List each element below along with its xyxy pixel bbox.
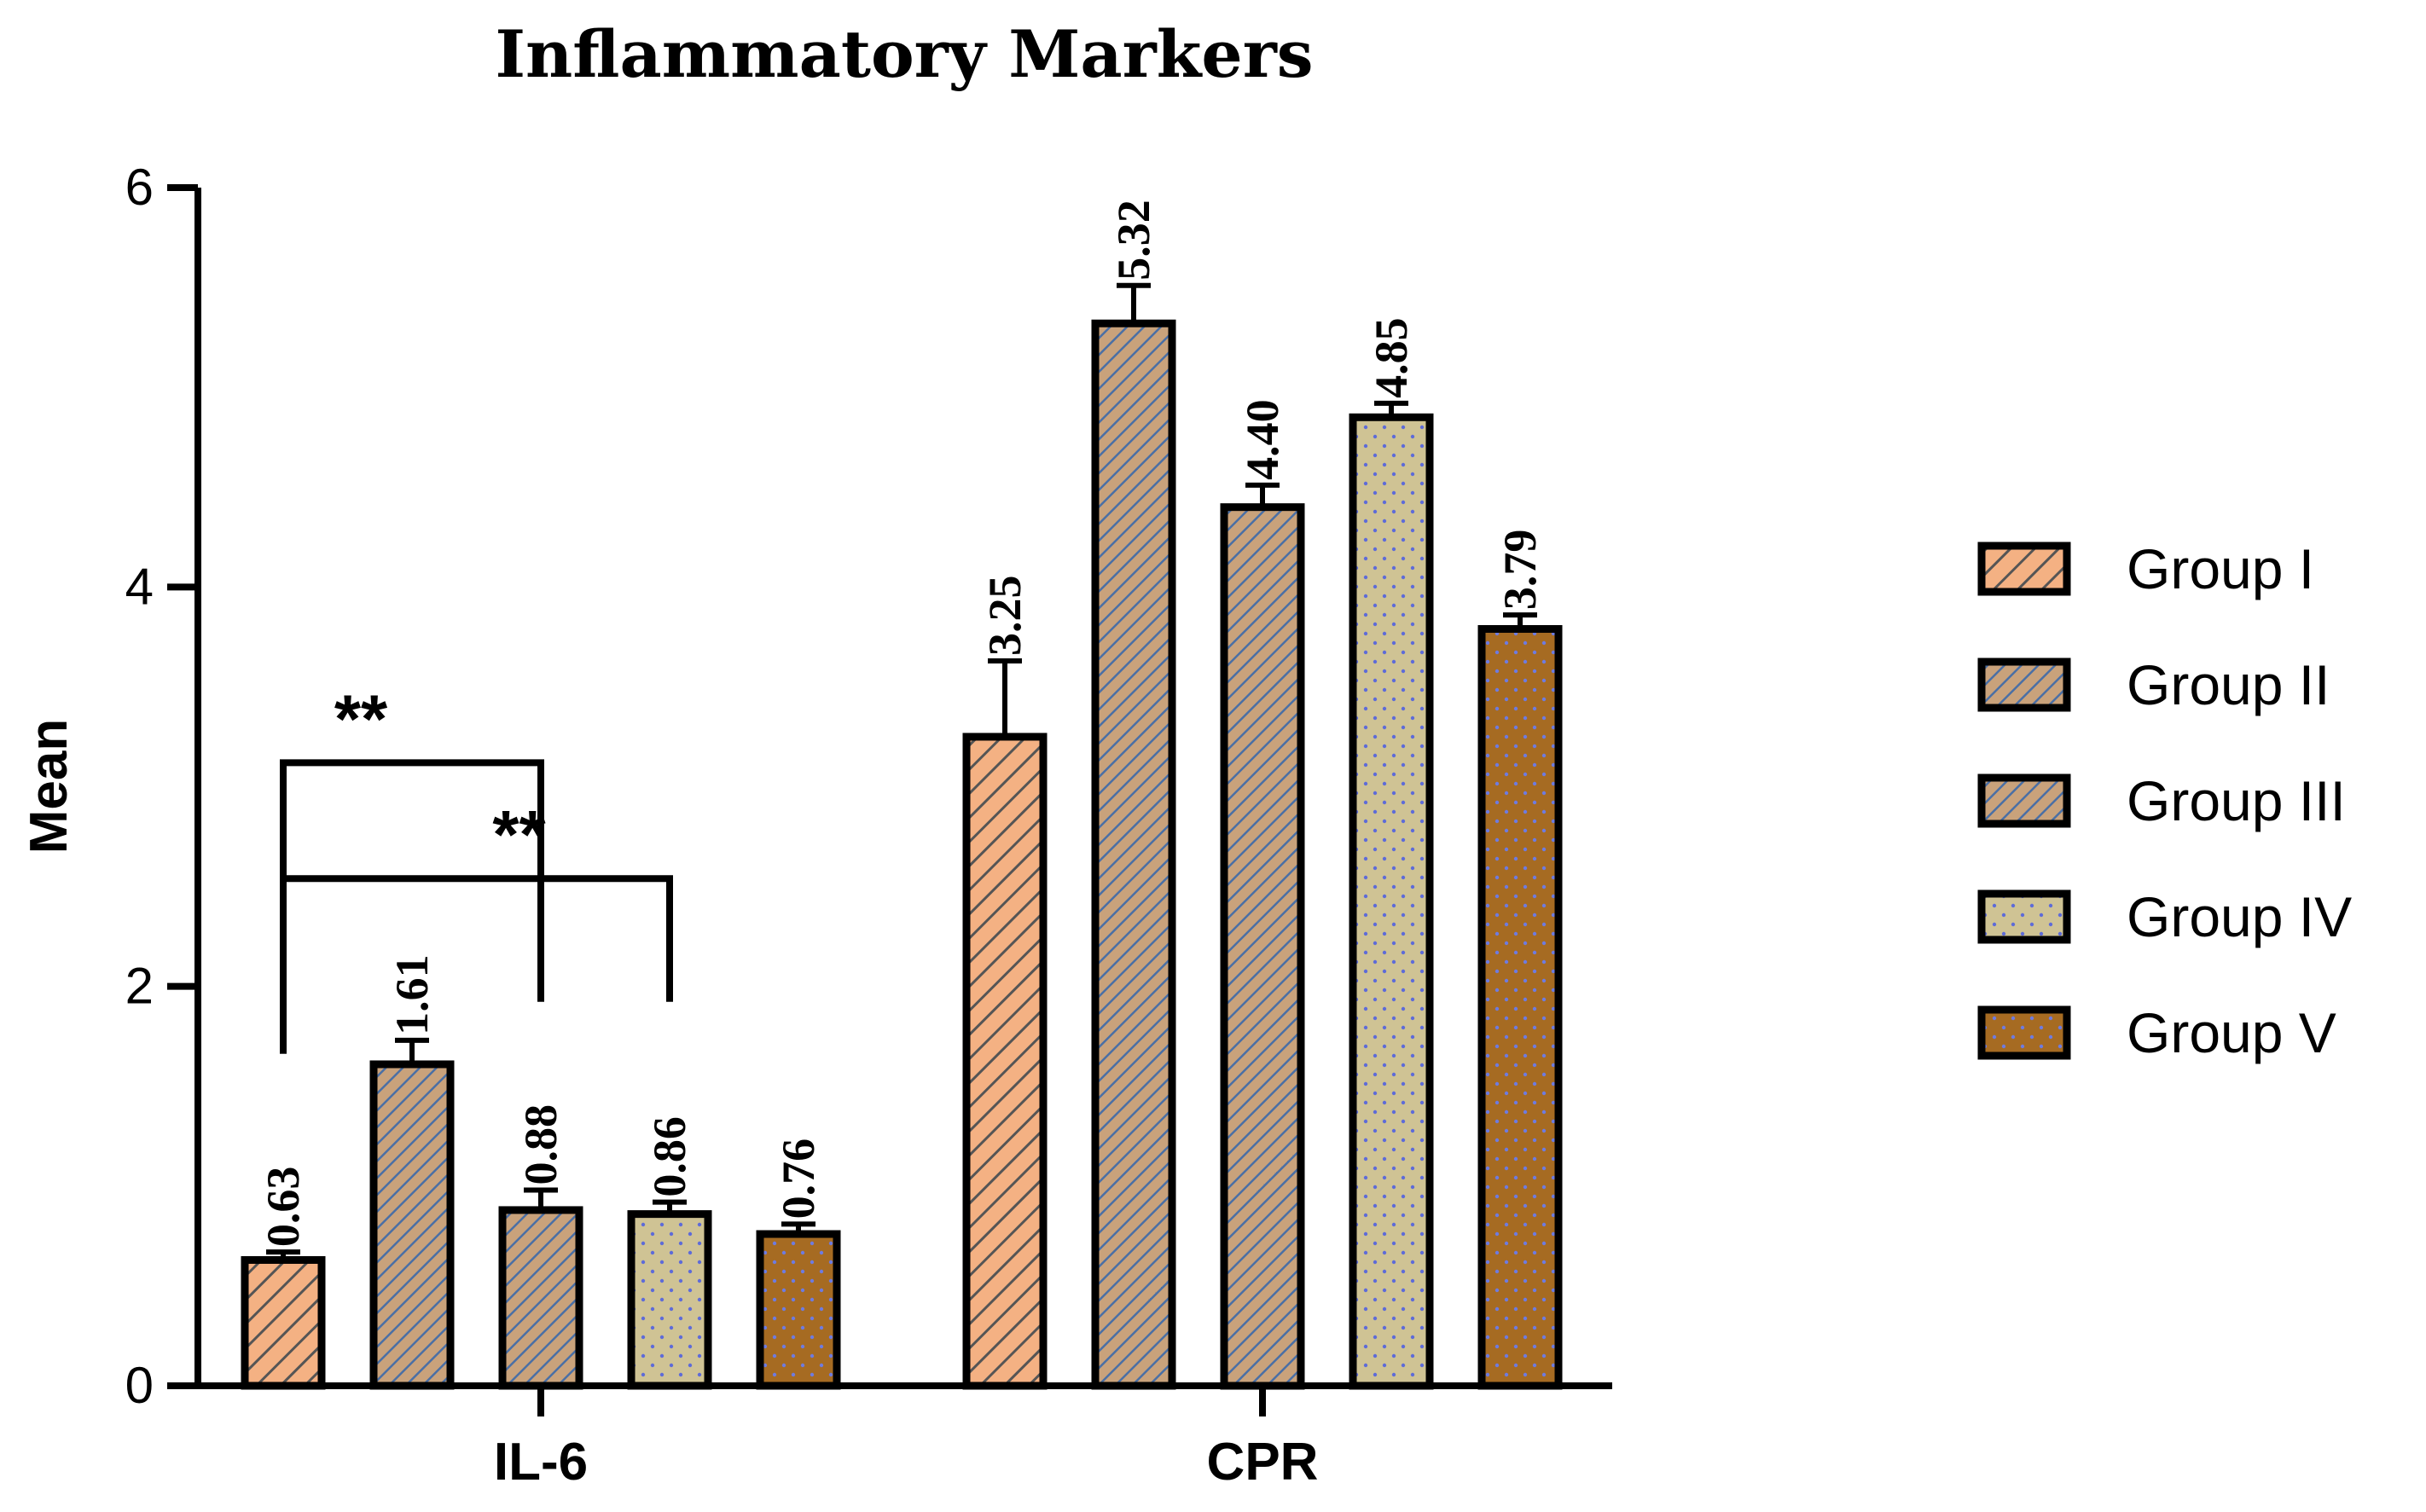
data-label: 0.86 bbox=[644, 1116, 695, 1197]
bar bbox=[1220, 503, 1305, 1390]
bar bbox=[241, 1255, 326, 1390]
bar bbox=[498, 1206, 583, 1390]
y-axis-label: Mean bbox=[20, 719, 78, 854]
bars: 0.63 1.61 0.88 0.86 0.76 3.25 5.32 4.40 4.85 3.79 bbox=[241, 200, 1563, 1390]
legend-item: Group V bbox=[1977, 1001, 2336, 1064]
legend-label: Group II bbox=[2127, 653, 2330, 716]
data-label: 3.25 bbox=[979, 575, 1030, 656]
data-label: 3.79 bbox=[1494, 530, 1546, 611]
data-label: 0.63 bbox=[258, 1167, 309, 1248]
y-tick-label: 2 bbox=[125, 958, 154, 1015]
legend-item: Group II bbox=[1977, 653, 2330, 716]
legend-label: Group V bbox=[2127, 1001, 2336, 1064]
data-label: 1.61 bbox=[386, 954, 438, 1035]
bar bbox=[756, 1230, 841, 1390]
y-tick-label: 0 bbox=[125, 1357, 154, 1414]
bar bbox=[627, 1210, 712, 1390]
legend-label: Group IV bbox=[2127, 885, 2352, 948]
legend-label: Group III bbox=[2127, 769, 2346, 832]
x-tick-label: IL-6 bbox=[494, 1433, 588, 1492]
bar bbox=[369, 1060, 455, 1390]
significance-label: ** bbox=[334, 681, 388, 756]
legend: Group I Group II Group III Group IV Group V bbox=[1977, 537, 2352, 1064]
legend-swatch bbox=[1977, 542, 2071, 596]
chart-title: Inflammatory Markers bbox=[495, 16, 1313, 92]
bar bbox=[962, 733, 1048, 1390]
data-label: 5.32 bbox=[1108, 200, 1159, 281]
legend-swatch bbox=[1977, 658, 2071, 712]
significance-bracket: ** bbox=[280, 797, 673, 1054]
data-label: 0.76 bbox=[773, 1138, 824, 1219]
legend-item: Group I bbox=[1977, 537, 2314, 600]
y-tick-label: 6 bbox=[125, 159, 154, 216]
legend-item: Group III bbox=[1977, 769, 2346, 832]
significance-brackets: ** ** bbox=[280, 681, 673, 1054]
significance-label: ** bbox=[492, 797, 546, 872]
data-label: 4.40 bbox=[1237, 399, 1288, 480]
data-label: 4.85 bbox=[1366, 317, 1417, 398]
legend-item: Group IV bbox=[1977, 885, 2352, 948]
legend-swatch bbox=[1977, 889, 2071, 944]
bar bbox=[1349, 413, 1434, 1390]
y-tick-label: 4 bbox=[125, 558, 154, 615]
x-tick-label: CPR bbox=[1207, 1433, 1319, 1492]
legend-label: Group I bbox=[2127, 537, 2314, 600]
bar bbox=[1477, 625, 1563, 1390]
bar bbox=[1091, 319, 1176, 1390]
data-label: 0.88 bbox=[515, 1104, 566, 1185]
legend-swatch bbox=[1977, 1005, 2071, 1060]
legend-swatch bbox=[1977, 773, 2071, 828]
